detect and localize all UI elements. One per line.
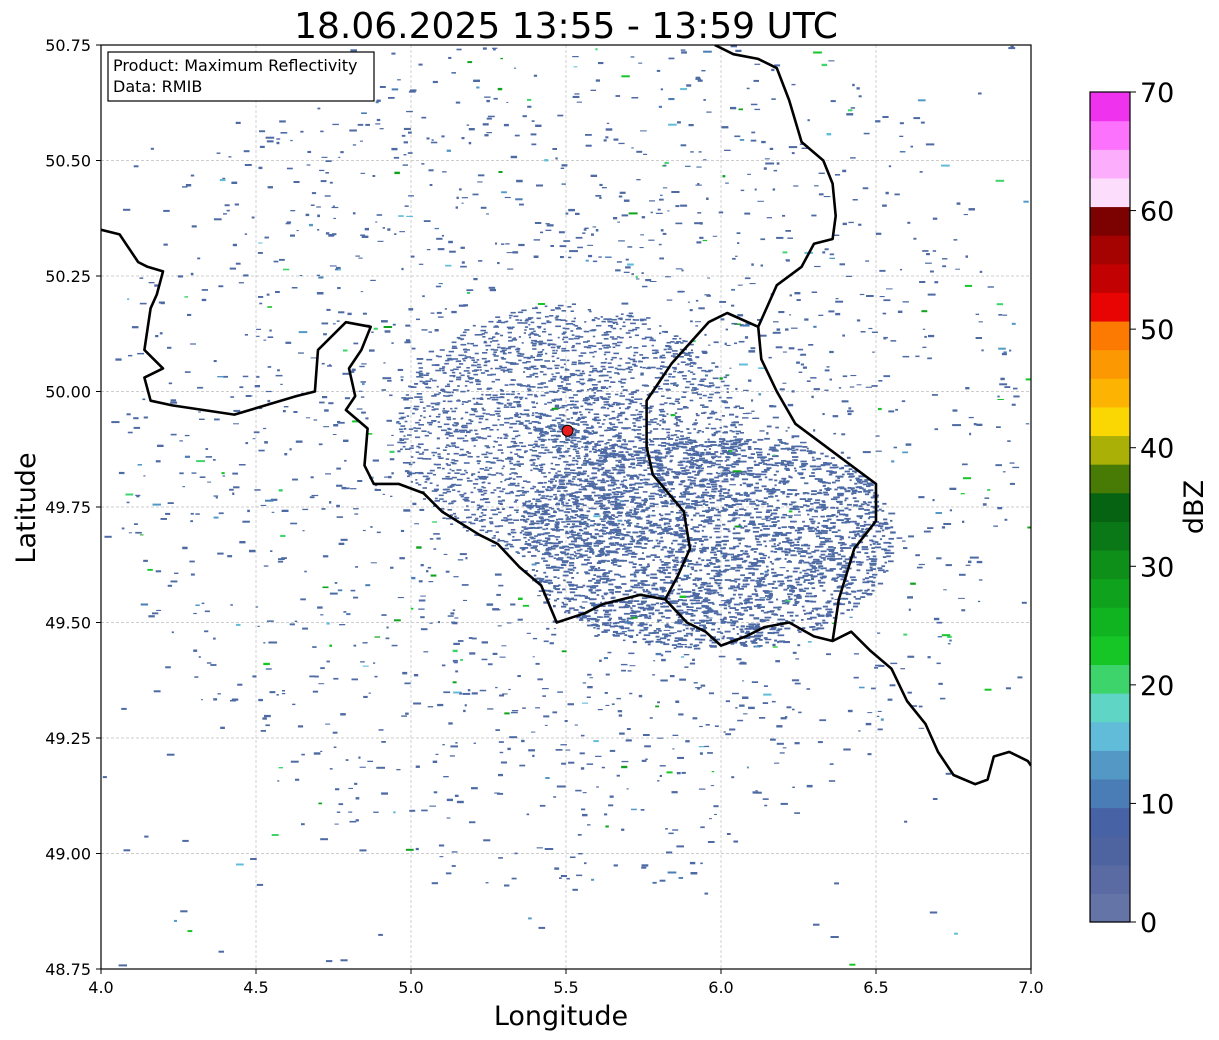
border-line (645, 45, 837, 601)
colorbar-segment (1090, 750, 1130, 780)
colorbar-segment (1090, 836, 1130, 866)
colorbar-segment (1090, 464, 1130, 494)
colorbar-segment (1090, 578, 1130, 608)
radar-site-marker (561, 424, 574, 437)
colorbar-segment (1090, 521, 1130, 551)
colorbar-tick-label: 20 (1140, 671, 1174, 702)
y-axis-label: Latitude (11, 452, 42, 563)
info-box: Product: Maximum Reflectivity Data: RMIB (107, 51, 375, 102)
colorbar-segment (1090, 807, 1130, 837)
colorbar-ticks: 0 10 20 30 40 50 60 70 (1130, 78, 1174, 939)
country-borders (101, 45, 1031, 786)
x-tick-label: 6.5 (863, 978, 888, 997)
y-tick-label: 49.50 (45, 614, 91, 633)
y-tick-label: 49.00 (45, 845, 91, 864)
figure-title: 18.06.2025 13:55 - 13:59 UTC (294, 6, 838, 47)
colorbar-tick-label: 70 (1140, 78, 1174, 109)
colorbar-segment (1090, 435, 1130, 465)
colorbar-segment (1090, 864, 1130, 894)
colorbar-segment (1090, 292, 1130, 322)
y-axis-ticks: 48.75 49.00 49.25 49.50 49.75 50.00 50.25 50.50… (45, 36, 101, 979)
y-tick-label: 50.75 (45, 36, 91, 55)
colorbar-segment (1090, 549, 1130, 580)
x-axis-ticks: 4.0 4.5 5.0 5.5 6.0 6.5 7.0 (88, 969, 1044, 997)
y-tick-label: 49.75 (45, 498, 91, 517)
colorbar-tick-label: 40 (1140, 434, 1174, 465)
colorbar-segment (1090, 406, 1130, 437)
colorbar-tick-label: 60 (1140, 197, 1174, 228)
colorbar-tick-label: 0 (1140, 908, 1157, 939)
colorbar-scale (1090, 92, 1130, 923)
colorbar-segment (1090, 721, 1130, 751)
y-tick-label: 50.25 (45, 267, 91, 286)
y-tick-label: 49.25 (45, 729, 91, 748)
y-tick-label: 50.00 (45, 383, 91, 402)
map-plot-area (100, 44, 1032, 970)
x-tick-label: 5.0 (398, 978, 423, 997)
colorbar-segment (1090, 206, 1130, 236)
colorbar-segment (1090, 492, 1130, 522)
colorbar-segment (1090, 349, 1130, 379)
colorbar-segment (1090, 235, 1130, 265)
colorbar-tick-label: 10 (1140, 789, 1174, 820)
colorbar-segment (1090, 378, 1130, 408)
colorbar-tick-label: 50 (1140, 315, 1174, 346)
colorbar-segment (1090, 893, 1130, 923)
colorbar-label: dBZ (1179, 480, 1210, 534)
colorbar-segment (1090, 120, 1130, 150)
x-tick-label: 6.0 (708, 978, 733, 997)
radar-echoes (102, 45, 1031, 967)
border-line (101, 228, 1031, 786)
x-tick-label: 7.0 (1018, 978, 1043, 997)
colorbar-segment (1090, 320, 1130, 351)
colorbar-segment (1090, 263, 1130, 293)
colorbar-tick-label: 30 (1140, 552, 1174, 583)
x-axis-label: Longitude (494, 1001, 628, 1032)
colorbar-segment (1090, 693, 1130, 723)
y-tick-label: 48.75 (45, 960, 91, 979)
colorbar-segment (1090, 778, 1130, 809)
colorbar-segment (1090, 177, 1130, 208)
colorbar-segment (1090, 149, 1130, 179)
colorbar-segment (1090, 607, 1130, 637)
x-tick-label: 4.0 (88, 978, 113, 997)
border-line (756, 326, 878, 642)
y-tick-label: 50.50 (45, 152, 91, 171)
product-label: Product: Maximum Reflectivity (113, 56, 357, 75)
colorbar-segment (1090, 635, 1130, 666)
colorbar: 0 10 20 30 40 50 60 70 dBZ (1089, 78, 1210, 939)
data-source-label: Data: RMIB (113, 77, 202, 96)
x-tick-label: 4.5 (243, 978, 268, 997)
colorbar-segment (1090, 664, 1130, 694)
x-tick-label: 5.5 (553, 978, 578, 997)
colorbar-segment (1090, 92, 1130, 122)
